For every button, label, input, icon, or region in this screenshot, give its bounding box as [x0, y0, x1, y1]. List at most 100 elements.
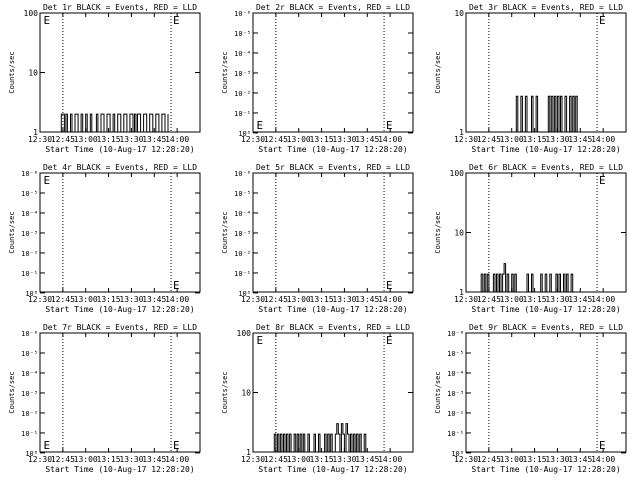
y-tick-label: 10⁰: [451, 450, 464, 458]
y-axis-label: Counts/sec: [221, 371, 229, 413]
y-axis-label: Counts/sec: [434, 51, 442, 93]
chart-title: Det 7r BLACK = Events, RED = LLD: [43, 323, 197, 332]
y-tick-label: 10⁻¹: [21, 430, 38, 438]
x-tick-label: 13:00: [287, 135, 311, 144]
x-tick-label: 14:00: [591, 455, 615, 464]
x-tick-label: 13:30: [332, 135, 356, 144]
e-marker: E: [257, 334, 264, 347]
e-marker: E: [44, 439, 51, 452]
x-axis-label: Start Time (10-Aug-17 12:28:20): [258, 465, 407, 474]
x-tick-label: 13:00: [74, 135, 98, 144]
y-tick-label: 10⁰: [238, 290, 251, 298]
y-tick-label: 10⁻⁵: [234, 30, 251, 38]
x-tick-label: 12:30: [454, 455, 478, 464]
e-marker: E: [44, 14, 51, 27]
e-marker: E: [386, 334, 393, 347]
x-tick-label: 13:00: [500, 295, 524, 304]
y-axis-label: Counts/sec: [434, 211, 442, 253]
y-tick-label: 10: [28, 69, 38, 78]
y-tick-label: 10⁻⁵: [21, 190, 38, 198]
e-marker: E: [173, 279, 180, 292]
y-tick-label: 10: [241, 389, 251, 398]
chart-title: Det 8r BLACK = Events, RED = LLD: [256, 323, 410, 332]
x-tick-label: 12:30: [241, 135, 265, 144]
event-series-line: [479, 263, 574, 293]
x-axis-label: Start Time (10-Aug-17 12:28:20): [45, 145, 194, 154]
x-tick-label: 13:30: [545, 455, 569, 464]
y-tick-label: 10: [454, 229, 464, 238]
y-axis-label: Counts/sec: [8, 211, 16, 253]
x-tick-label: 13:45: [142, 455, 166, 464]
chart-title: Det 5r BLACK = Events, RED = LLD: [256, 163, 410, 172]
x-tick-label: 14:00: [165, 295, 189, 304]
chart-panel-9: Det 9r BLACK = Events, RED = LLD 12:3012:…: [434, 323, 627, 474]
y-tick-label: 10⁻⁶: [234, 10, 251, 18]
plot-frame: [252, 172, 414, 293]
event-series-line: [272, 423, 367, 453]
e-marker: E: [386, 279, 393, 292]
y-tick-label: 10⁻³: [21, 390, 38, 398]
chart-panel-8: Det 8r BLACK = Events, RED = LLD 12:3012:…: [221, 323, 414, 474]
y-axis-label: Counts/sec: [221, 51, 229, 93]
y-tick-label: 10⁻⁴: [21, 370, 38, 378]
x-tick-label: 13:15: [523, 135, 547, 144]
x-axis-label: Start Time (10-Aug-17 12:28:20): [258, 305, 407, 314]
chart-title: Det 2r BLACK = Events, RED = LLD: [256, 3, 410, 12]
x-tick-label: 13:15: [310, 455, 334, 464]
x-tick-label: 14:00: [378, 135, 402, 144]
x-tick-label: 12:30: [241, 455, 265, 464]
x-tick-label: 12:45: [51, 135, 75, 144]
x-tick-label: 12:45: [264, 455, 288, 464]
x-tick-label: 13:00: [74, 455, 98, 464]
x-tick-label: 13:30: [332, 455, 356, 464]
y-tick-label: 100: [450, 169, 465, 178]
x-tick-label: 13:15: [310, 135, 334, 144]
y-tick-label: 1: [459, 128, 464, 137]
y-tick-label: 10⁻⁶: [447, 330, 464, 338]
e-marker: E: [386, 119, 393, 132]
y-tick-label: 10: [454, 9, 464, 18]
x-tick-label: 13:45: [355, 295, 379, 304]
x-tick-label: 13:45: [568, 135, 592, 144]
chart-panel-5: Det 5r BLACK = Events, RED = LLD 12:3012:…: [221, 163, 414, 314]
chart-title: Det 3r BLACK = Events, RED = LLD: [469, 3, 623, 12]
y-tick-label: 10⁻²: [447, 410, 464, 418]
x-tick-label: 13:45: [142, 135, 166, 144]
y-tick-label: 10⁻³: [234, 230, 251, 238]
y-tick-label: 100: [237, 329, 252, 338]
x-tick-label: 12:45: [477, 295, 501, 304]
plot-frame: [465, 12, 627, 133]
x-tick-label: 13:45: [355, 135, 379, 144]
y-tick-label: 10⁰: [238, 130, 251, 138]
y-tick-label: 1: [33, 128, 38, 137]
y-tick-label: 10⁻²: [21, 410, 38, 418]
y-tick-label: 10⁻²: [234, 90, 251, 98]
x-tick-label: 13:00: [287, 295, 311, 304]
e-marker: E: [173, 14, 180, 27]
plot-frame: [39, 332, 201, 453]
y-tick-label: 1: [246, 448, 251, 457]
y-tick-label: 10⁻⁴: [447, 370, 464, 378]
y-tick-label: 10⁻³: [21, 230, 38, 238]
y-tick-label: 100: [24, 9, 39, 18]
x-axis-label: Start Time (10-Aug-17 12:28:20): [471, 145, 620, 154]
y-axis-label: Counts/sec: [434, 371, 442, 413]
chart-panel-4: Det 4r BLACK = Events, RED = LLD 12:3012:…: [8, 163, 201, 314]
y-tick-label: 10⁻⁶: [234, 170, 251, 178]
y-tick-label: 10⁻³: [447, 390, 464, 398]
x-axis-label: Start Time (10-Aug-17 12:28:20): [45, 465, 194, 474]
y-tick-label: 1: [459, 288, 464, 297]
y-tick-label: 10⁰: [25, 450, 38, 458]
x-tick-label: 12:45: [51, 295, 75, 304]
x-tick-label: 14:00: [591, 135, 615, 144]
x-tick-label: 13:45: [142, 295, 166, 304]
x-tick-label: 14:00: [165, 455, 189, 464]
x-tick-label: 13:30: [545, 295, 569, 304]
x-tick-label: 12:30: [28, 455, 52, 464]
y-tick-label: 10⁰: [25, 290, 38, 298]
y-tick-label: 10⁻⁶: [21, 330, 38, 338]
x-tick-label: 12:45: [264, 135, 288, 144]
x-tick-label: 12:30: [241, 295, 265, 304]
x-tick-label: 13:30: [119, 455, 143, 464]
